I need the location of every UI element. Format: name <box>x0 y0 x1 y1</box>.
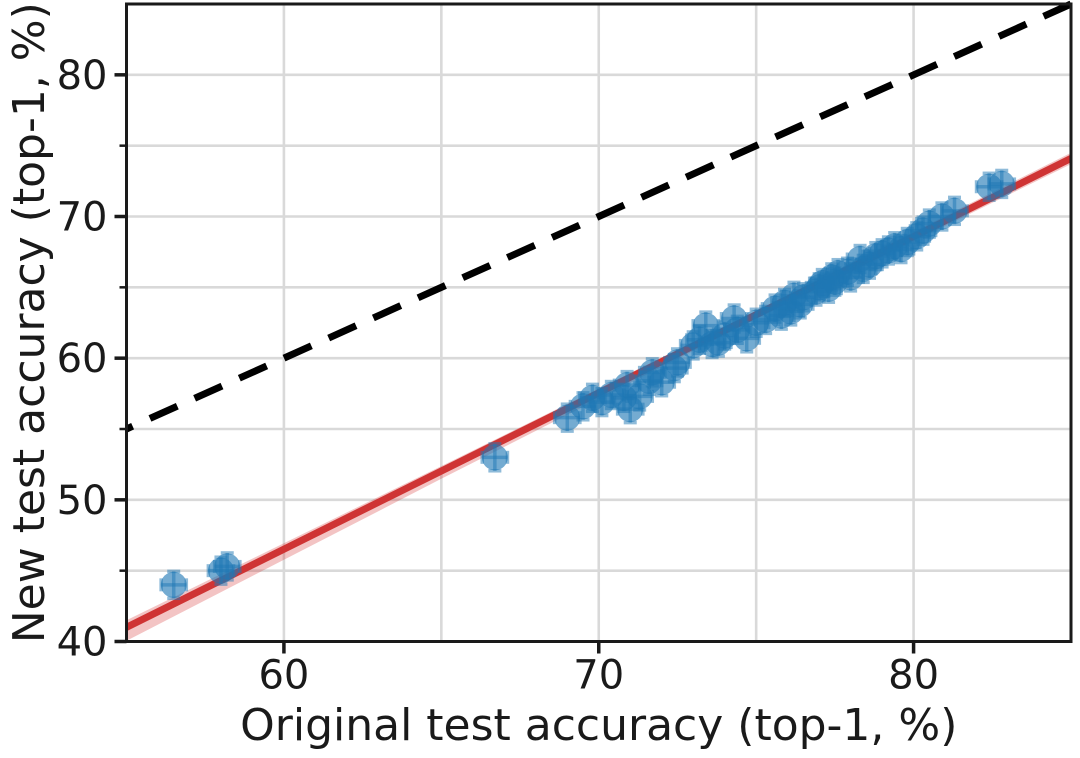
data-point <box>663 347 692 378</box>
y-tick-label: 60 <box>57 336 108 382</box>
y-tick-label: 80 <box>57 53 108 99</box>
data-point <box>940 195 969 227</box>
y-tick-label: 70 <box>57 195 108 241</box>
x-tick-label: 80 <box>888 653 939 699</box>
x-tick-label: 70 <box>573 653 624 699</box>
data-point-marker <box>214 553 241 580</box>
data-points <box>159 168 1017 601</box>
data-point <box>987 168 1017 200</box>
x-axis-label: Original test accuracy (top-1, %) <box>240 700 957 751</box>
data-point <box>212 551 242 582</box>
y-tick-label: 40 <box>57 620 108 666</box>
gridlines <box>126 4 1071 642</box>
data-point-marker <box>160 571 187 598</box>
data-point-marker <box>481 444 508 471</box>
data-point <box>480 442 510 473</box>
axes-and-ticks: 60 70 80 40 50 60 70 80 <box>57 2 1073 699</box>
data-point-marker <box>988 170 1015 197</box>
data-point <box>159 569 189 601</box>
identity-line <box>125 0 1073 433</box>
data-point-marker <box>941 197 968 224</box>
data-point-marker <box>664 349 691 376</box>
y-tick-label: 50 <box>57 478 108 524</box>
identity-dashed-line <box>125 0 1073 433</box>
x-tick-label: 60 <box>258 653 309 699</box>
y-axis-label: New test accuracy (top-1, %) <box>4 2 55 643</box>
